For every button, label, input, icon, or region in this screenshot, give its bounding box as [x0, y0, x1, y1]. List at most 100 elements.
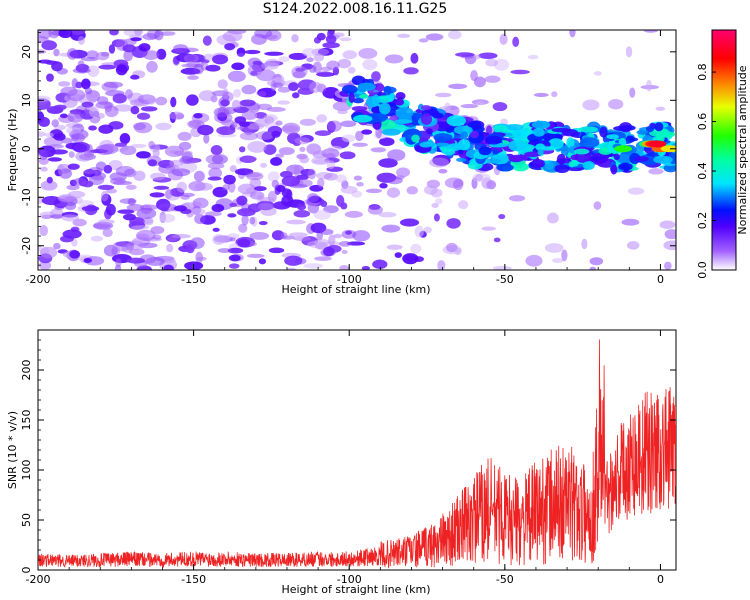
heatmap-cell: [67, 111, 84, 123]
heatmap-cell: [646, 152, 662, 157]
heatmap-cell: [258, 91, 267, 97]
heatmap-cell: [410, 243, 422, 254]
heatmap-cell: [132, 122, 147, 131]
snr-series-line: [38, 339, 676, 569]
snr-y-tick-label: 200: [20, 360, 33, 381]
colorbar-tick-label: 0.0: [696, 261, 709, 279]
heatmap-cell: [351, 75, 366, 86]
heatmap-cell: [379, 102, 391, 115]
heatmap-cell: [125, 184, 137, 190]
snr-x-tick-label: -200: [26, 573, 51, 586]
heatmap-cell: [123, 30, 144, 37]
heatmap-cell: [109, 30, 119, 36]
heatmap-cell: [197, 124, 214, 136]
heatmap-cell: [394, 252, 402, 258]
heatmap-cell: [88, 174, 105, 186]
heatmap-cell: [39, 224, 48, 237]
heatmap-cell: [645, 80, 653, 92]
heatmap-cell: [613, 153, 620, 161]
heatmap-cell: [45, 60, 58, 65]
heatmap-cell: [105, 203, 116, 216]
spectrogram-y-tick-label: -10: [20, 188, 33, 206]
heatmap-cell: [133, 170, 146, 181]
heatmap-cell: [127, 198, 136, 206]
heatmap-cell: [458, 200, 469, 210]
heatmap-cell: [258, 258, 267, 265]
heatmap-cell: [556, 153, 566, 165]
heatmap-cell: [146, 61, 158, 73]
heatmap-cell: [130, 105, 140, 115]
heatmap-cell: [96, 51, 110, 61]
heatmap-cell: [481, 226, 496, 231]
heatmap-cell: [207, 176, 222, 181]
heatmap-cell: [634, 156, 649, 162]
heatmap-cell: [166, 243, 174, 253]
heatmap-cell: [239, 131, 259, 141]
heatmap-cell: [356, 181, 364, 187]
heatmap-cell: [328, 30, 335, 36]
heatmap-cell: [257, 203, 274, 211]
heatmap-cell: [316, 71, 333, 77]
heatmap-cell: [420, 113, 433, 125]
heatmap-cell: [61, 214, 80, 222]
heatmap-cell: [484, 75, 501, 83]
heatmap-cell: [303, 263, 324, 269]
heatmap-cell: [47, 157, 62, 162]
heatmap-cell: [569, 30, 576, 38]
heatmap-cell: [205, 64, 221, 72]
heatmap-cell: [73, 143, 88, 153]
heatmap-cell: [296, 174, 309, 181]
heatmap-cell: [493, 237, 501, 243]
heatmap-cell: [551, 91, 558, 98]
spectrogram-y-tick-label: -20: [20, 237, 33, 255]
heatmap-cell: [227, 247, 244, 254]
heatmap-cell: [49, 149, 68, 155]
colorbar-label: Normalized spectral amplitude: [736, 65, 749, 234]
snr-y-tick-label: 50: [20, 513, 33, 527]
heatmap-cell: [230, 122, 238, 128]
heatmap-cell: [38, 95, 51, 102]
heatmap-cell: [148, 140, 155, 150]
heatmap-cell: [376, 84, 384, 92]
heatmap-cell: [460, 104, 479, 109]
heatmap-cell: [266, 106, 286, 112]
heatmap-cell: [222, 184, 230, 191]
heatmap-cell: [69, 250, 81, 259]
heatmap-cell: [203, 53, 214, 61]
heatmap-cell: [217, 248, 232, 253]
spectrogram-y-ticks: -20 -10 0 10 20: [20, 32, 676, 266]
heatmap-cell: [381, 128, 401, 136]
heatmap-cell: [582, 160, 595, 170]
heatmap-cell: [187, 75, 199, 80]
heatmap-cell: [411, 134, 420, 143]
heatmap-peak: [660, 145, 676, 153]
heatmap-peak: [648, 140, 667, 148]
spectrogram-x-tick-label: -50: [496, 273, 514, 286]
heatmap-cell: [58, 81, 71, 87]
heatmap-cell: [341, 84, 358, 94]
heatmap-cell: [314, 256, 332, 261]
heatmap-cell: [438, 168, 448, 174]
heatmap-cell: [533, 92, 549, 98]
heatmap-cell: [328, 234, 336, 246]
snr-x-axis-label: Height of straight line (km): [281, 583, 430, 596]
heatmap-cell: [196, 256, 207, 261]
heatmap-cell: [418, 38, 429, 43]
heatmap-cell: [340, 185, 358, 194]
heatmap-cell: [332, 32, 345, 38]
heatmap-cell: [167, 236, 178, 242]
heatmap-cell: [608, 99, 624, 110]
heatmap-cell: [238, 223, 248, 233]
heatmap-cell: [593, 201, 602, 210]
heatmap-cell: [131, 225, 150, 230]
heatmap-cell: [110, 177, 126, 185]
heatmap-cell: [320, 200, 328, 208]
heatmap-cell: [130, 37, 142, 42]
heatmap-cell: [485, 58, 498, 67]
heatmap-cell: [81, 205, 100, 212]
heatmap-cell: [365, 188, 382, 194]
heatmap-cell: [339, 37, 352, 42]
heatmap-cell: [59, 113, 68, 119]
heatmap-cell: [355, 130, 364, 142]
